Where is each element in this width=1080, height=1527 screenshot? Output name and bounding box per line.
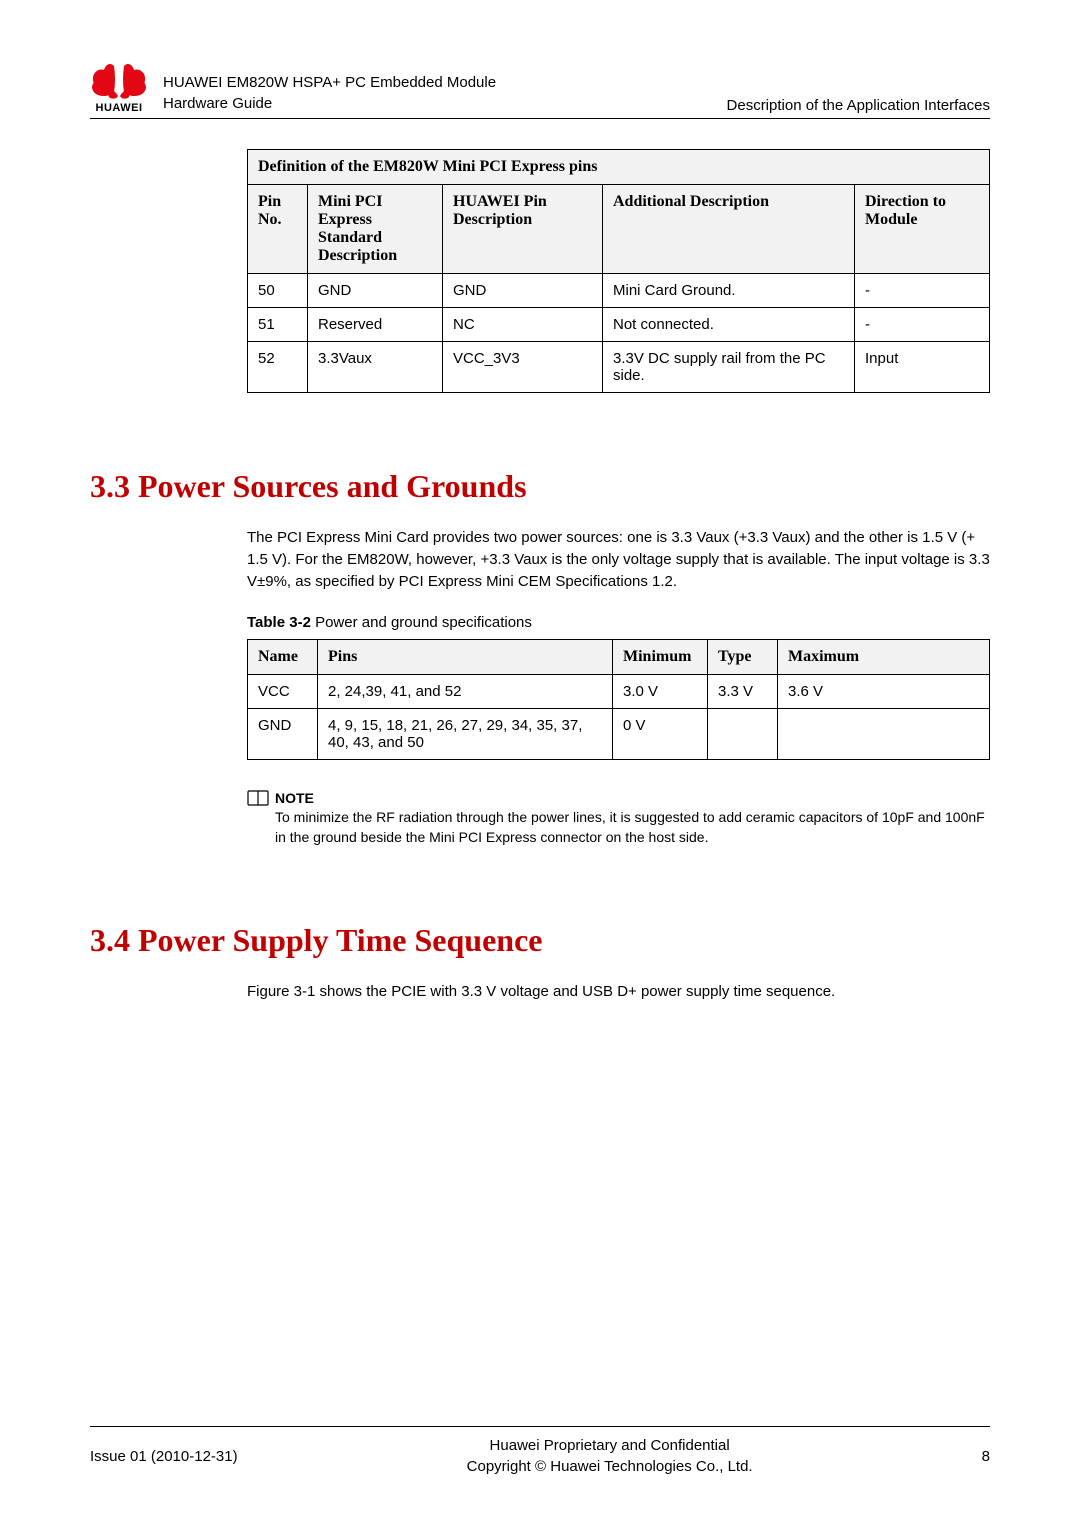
huawei-logo-icon	[90, 60, 148, 102]
header-section: Description of the Application Interface…	[727, 97, 990, 114]
table-row: 50 GND GND Mini Card Ground. -	[248, 274, 990, 308]
cell: VCC	[248, 675, 318, 709]
cell: 0 V	[613, 709, 708, 760]
power-ground-table: Name Pins Minimum Type Maximum VCC 2, 24…	[247, 639, 990, 760]
table1-h1: Mini PCI Express Standard Description	[308, 185, 443, 274]
footer-center-line2: Copyright © Huawei Technologies Co., Ltd…	[467, 1456, 753, 1477]
table2-h1: Pins	[318, 640, 613, 675]
cell: 52	[248, 342, 308, 393]
cell: GND	[443, 274, 603, 308]
footer-left: Issue 01 (2010-12-31)	[90, 1448, 238, 1465]
cell: Input	[855, 342, 990, 393]
table1-h4: Direction to Module	[855, 185, 990, 274]
table1-h3: Additional Description	[603, 185, 855, 274]
table2-caption-rest: Power and ground specifications	[311, 614, 532, 631]
cell: GND	[308, 274, 443, 308]
table-header-row: Name Pins Minimum Type Maximum	[248, 640, 990, 675]
main-content: Definition of the EM820W Mini PCI Expres…	[90, 149, 990, 1003]
table2-caption-bold: Table 3-2	[247, 614, 311, 631]
page-header: HUAWEI HUAWEI EM820W HSPA+ PC Embedded M…	[90, 60, 990, 119]
table1-h2: HUAWEI Pin Description	[443, 185, 603, 274]
section-33-body: The PCI Express Mini Card provides two p…	[247, 527, 990, 592]
footer-page-number: 8	[982, 1448, 990, 1465]
note-header: NOTE	[247, 790, 990, 806]
logo-container: HUAWEI	[90, 60, 148, 114]
header-text: HUAWEI EM820W HSPA+ PC Embedded Module H…	[163, 72, 990, 114]
note-block: NOTE To minimize the RF radiation throug…	[247, 790, 990, 847]
footer-center: Huawei Proprietary and Confidential Copy…	[467, 1435, 753, 1477]
cell: 3.3V DC supply rail from the PC side.	[603, 342, 855, 393]
header-title-line2: Hardware Guide	[163, 93, 496, 114]
header-title-line1: HUAWEI EM820W HSPA+ PC Embedded Module	[163, 72, 496, 93]
table2-h3: Type	[708, 640, 778, 675]
header-title: HUAWEI EM820W HSPA+ PC Embedded Module H…	[163, 72, 496, 114]
cell: Reserved	[308, 308, 443, 342]
table2-h2: Minimum	[613, 640, 708, 675]
footer-center-line1: Huawei Proprietary and Confidential	[467, 1435, 753, 1456]
cell: Mini Card Ground.	[603, 274, 855, 308]
table-row: 52 3.3Vaux VCC_3V3 3.3V DC supply rail f…	[248, 342, 990, 393]
cell: NC	[443, 308, 603, 342]
table2-h0: Name	[248, 640, 318, 675]
logo-text: HUAWEI	[96, 102, 143, 114]
section-34-heading: 3.4 Power Supply Time Sequence	[90, 922, 990, 959]
table1-caption: Definition of the EM820W Mini PCI Expres…	[248, 150, 990, 185]
table-caption-row: Definition of the EM820W Mini PCI Expres…	[248, 150, 990, 185]
cell: 2, 24,39, 41, and 52	[318, 675, 613, 709]
cell: -	[855, 308, 990, 342]
cell: 50	[248, 274, 308, 308]
note-text: To minimize the RF radiation through the…	[247, 808, 990, 847]
table-header-row: Pin No. Mini PCI Express Standard Descri…	[248, 185, 990, 274]
pin-definition-table: Definition of the EM820W Mini PCI Expres…	[247, 149, 990, 393]
cell: Not connected.	[603, 308, 855, 342]
cell: 3.3Vaux	[308, 342, 443, 393]
page-footer: Issue 01 (2010-12-31) Huawei Proprietary…	[90, 1426, 990, 1477]
section-33-heading: 3.3 Power Sources and Grounds	[90, 468, 990, 505]
note-label: NOTE	[275, 790, 314, 806]
cell: 4, 9, 15, 18, 21, 26, 27, 29, 34, 35, 37…	[318, 709, 613, 760]
table-row: GND 4, 9, 15, 18, 21, 26, 27, 29, 34, 35…	[248, 709, 990, 760]
cell: 51	[248, 308, 308, 342]
cell: 3.0 V	[613, 675, 708, 709]
table2-h4: Maximum	[778, 640, 990, 675]
cell: -	[855, 274, 990, 308]
note-book-icon	[247, 790, 269, 806]
table2-caption: Table 3-2 Power and ground specification…	[247, 614, 990, 631]
section-34-body: Figure 3-1 shows the PCIE with 3.3 V vol…	[247, 981, 990, 1003]
table-row: VCC 2, 24,39, 41, and 52 3.0 V 3.3 V 3.6…	[248, 675, 990, 709]
cell: GND	[248, 709, 318, 760]
cell: VCC_3V3	[443, 342, 603, 393]
cell	[708, 709, 778, 760]
cell: 3.3 V	[708, 675, 778, 709]
cell: 3.6 V	[778, 675, 990, 709]
cell	[778, 709, 990, 760]
table1-h0: Pin No.	[248, 185, 308, 274]
table-row: 51 Reserved NC Not connected. -	[248, 308, 990, 342]
